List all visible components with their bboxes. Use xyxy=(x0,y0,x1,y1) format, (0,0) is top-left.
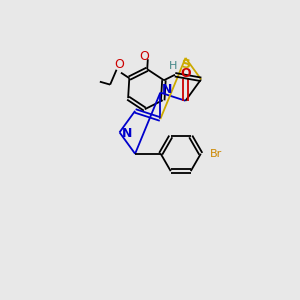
Text: O: O xyxy=(114,58,124,71)
Text: O: O xyxy=(140,50,149,63)
Text: H: H xyxy=(169,61,178,71)
Text: S: S xyxy=(181,58,190,71)
Text: Br: Br xyxy=(210,149,222,159)
Text: O: O xyxy=(180,67,191,80)
Text: N: N xyxy=(122,127,132,140)
Text: N: N xyxy=(162,83,172,96)
